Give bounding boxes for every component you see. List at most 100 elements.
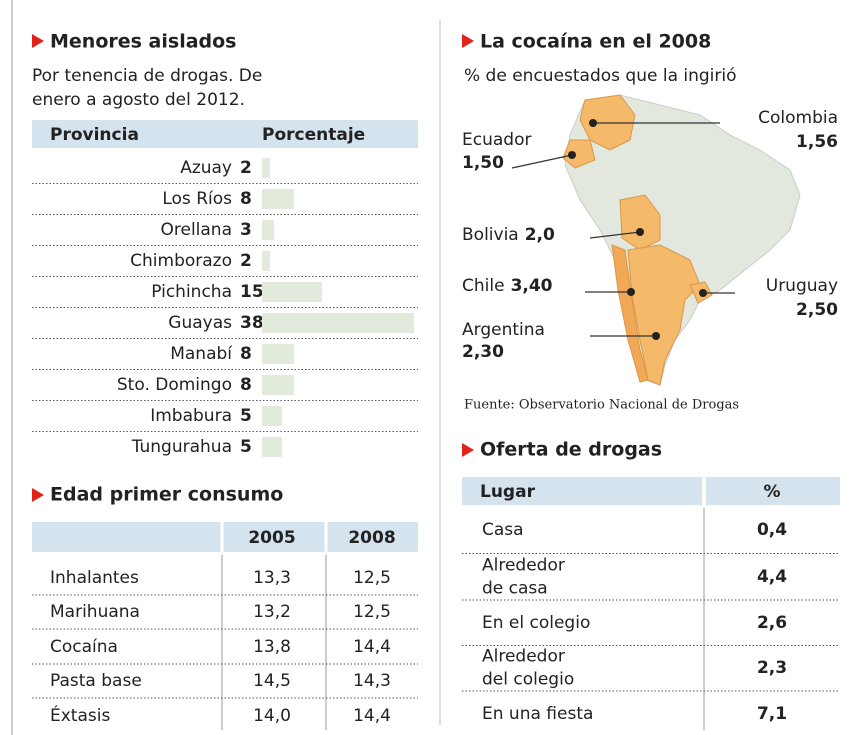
map-dot bbox=[699, 289, 707, 297]
cell: 14,4 bbox=[353, 637, 391, 657]
country: Bolivia bbox=[462, 225, 519, 245]
cell: 12,5 bbox=[353, 602, 391, 622]
title-marker bbox=[32, 34, 44, 48]
title: La cocaína en el 2008 bbox=[480, 31, 711, 53]
substance: Marihuana bbox=[50, 602, 140, 622]
title-marker bbox=[462, 443, 474, 457]
substance: Cocaína bbox=[50, 637, 118, 657]
bar bbox=[262, 375, 294, 395]
title-marker bbox=[462, 34, 474, 48]
header: % bbox=[763, 482, 780, 502]
country-value: 3,40 bbox=[511, 276, 553, 296]
ecuador bbox=[562, 139, 596, 169]
title: Oferta de drogas bbox=[480, 439, 662, 461]
subtitle: Por tenencia de drogas. De bbox=[32, 66, 262, 86]
country-value: 2,0 bbox=[525, 225, 555, 245]
leader bbox=[511, 154, 573, 169]
header-bg bbox=[706, 477, 840, 505]
value-label: 8 bbox=[240, 375, 252, 395]
province: Azuay bbox=[180, 158, 232, 178]
source: Fuente: Observatorio Nacional de Drogas bbox=[464, 398, 739, 413]
cell: 14,3 bbox=[353, 671, 391, 691]
bar bbox=[262, 313, 414, 333]
bar bbox=[262, 344, 294, 364]
header-bg bbox=[462, 477, 702, 505]
map-dot bbox=[589, 119, 597, 127]
country-value: 2,30 bbox=[462, 342, 504, 362]
cell: 14,0 bbox=[253, 706, 291, 726]
cell: 7,1 bbox=[757, 704, 787, 724]
bolivia bbox=[619, 194, 661, 251]
province: Imbabura bbox=[150, 406, 232, 426]
map-dot bbox=[568, 151, 576, 159]
bar bbox=[262, 406, 282, 426]
cell: 2,6 bbox=[757, 613, 787, 633]
bar bbox=[262, 158, 270, 178]
header: Lugar bbox=[480, 482, 536, 502]
place: de casa bbox=[482, 579, 548, 599]
title: Menores aislados bbox=[50, 31, 237, 53]
value-label: 8 bbox=[240, 344, 252, 364]
cell: 14,5 bbox=[253, 671, 291, 691]
place: Alrededor bbox=[482, 647, 565, 667]
cell: 13,2 bbox=[253, 602, 291, 622]
cell: 12,5 bbox=[353, 568, 391, 588]
cell: 13,8 bbox=[253, 637, 291, 657]
bar bbox=[262, 437, 282, 457]
place: Casa bbox=[482, 520, 524, 540]
header: 2005 bbox=[248, 528, 295, 548]
bar bbox=[262, 251, 270, 271]
country: Uruguay bbox=[766, 276, 838, 296]
place: En una fiesta bbox=[482, 704, 593, 724]
province: Chimborazo bbox=[130, 251, 232, 271]
header: 2008 bbox=[348, 528, 395, 548]
cell: 4,4 bbox=[757, 567, 787, 587]
cell: 13,3 bbox=[253, 568, 291, 588]
place: Alrededor bbox=[482, 556, 565, 576]
substance: Pasta base bbox=[50, 671, 142, 691]
header: Provincia bbox=[50, 125, 139, 145]
value-label: 2 bbox=[240, 251, 252, 271]
country-value: 1,56 bbox=[796, 132, 838, 152]
value-label: 8 bbox=[240, 189, 252, 209]
country: Argentina bbox=[462, 320, 545, 340]
cell: 14,4 bbox=[353, 706, 391, 726]
place: del colegio bbox=[482, 670, 574, 690]
country: Colombia bbox=[758, 108, 838, 128]
map-dot bbox=[627, 288, 635, 296]
substance: Inhalantes bbox=[50, 568, 139, 588]
province: Orellana bbox=[160, 220, 232, 240]
value-label: 3 bbox=[240, 220, 252, 240]
substance: Éxtasis bbox=[50, 704, 110, 726]
header-bg bbox=[32, 120, 418, 148]
province: Pichincha bbox=[151, 282, 232, 302]
value-label: 15 bbox=[240, 282, 264, 302]
province: Tungurahua bbox=[131, 437, 232, 457]
cell: 2,3 bbox=[757, 658, 787, 678]
leader bbox=[589, 231, 641, 239]
country: Chile bbox=[462, 276, 505, 296]
continent bbox=[564, 94, 801, 386]
subtitle: enero a agosto del 2012. bbox=[32, 90, 245, 110]
map-dot bbox=[652, 332, 660, 340]
header-bg bbox=[32, 522, 418, 552]
value-label: 5 bbox=[240, 406, 252, 426]
province: Sto. Domingo bbox=[117, 375, 232, 395]
argentina bbox=[627, 244, 701, 386]
header: Porcentaje bbox=[262, 125, 365, 145]
country: Ecuador bbox=[462, 130, 531, 150]
cell: 0,4 bbox=[757, 520, 787, 540]
country-value: 2,50 bbox=[796, 300, 838, 320]
value-label: 38 bbox=[240, 313, 264, 333]
place: En el colegio bbox=[482, 613, 590, 633]
chile bbox=[611, 244, 649, 383]
province: Guayas bbox=[168, 313, 232, 333]
country-value: 1,50 bbox=[462, 153, 504, 173]
map-dot bbox=[636, 228, 644, 236]
province: Manabí bbox=[170, 344, 233, 364]
bar bbox=[262, 189, 294, 209]
map bbox=[562, 94, 801, 386]
bar bbox=[262, 282, 322, 302]
bar bbox=[262, 220, 274, 240]
